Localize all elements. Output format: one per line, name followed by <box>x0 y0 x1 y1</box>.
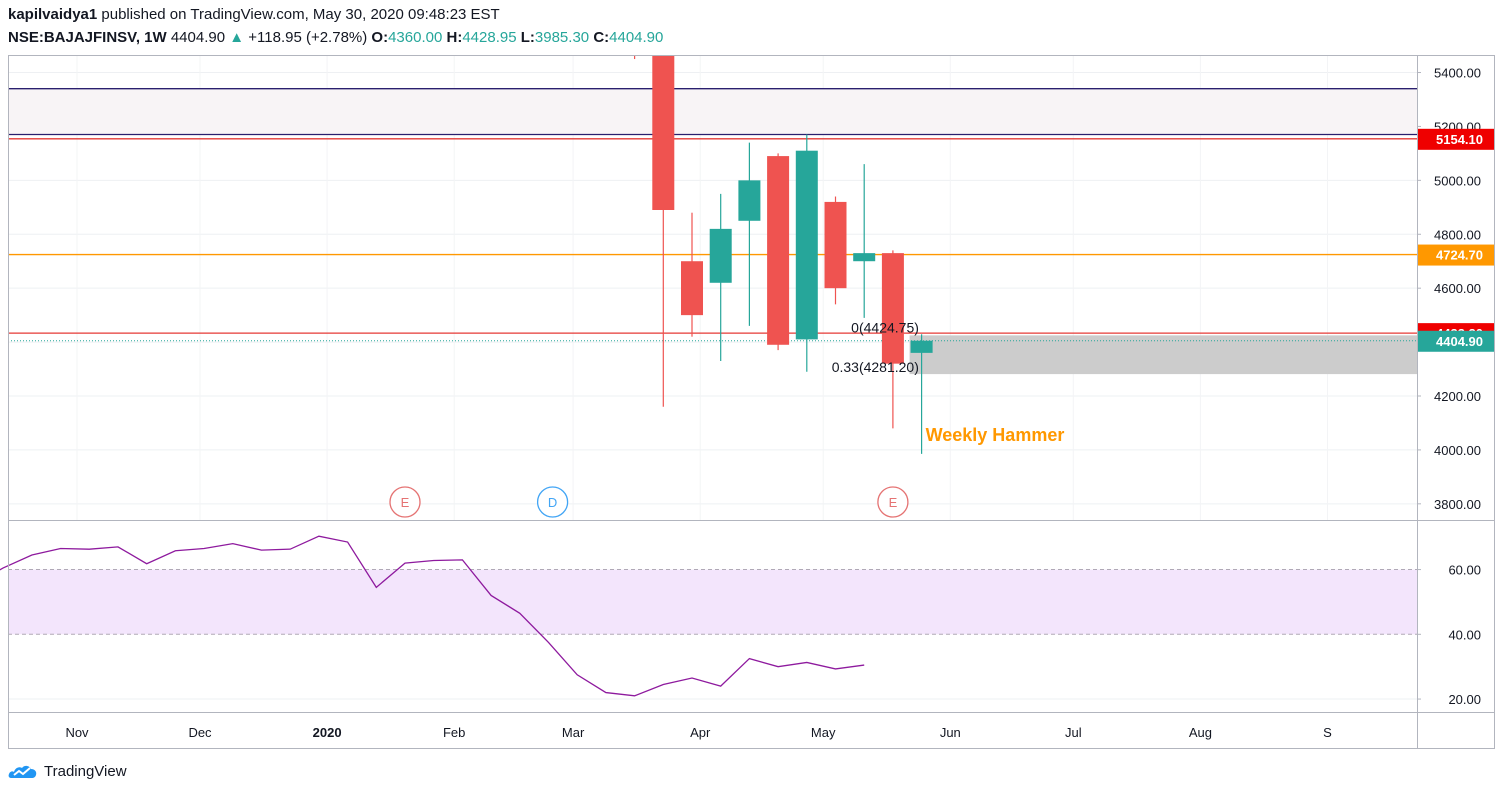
time-tick-label: Mar <box>562 725 585 740</box>
rsi-tick-label: 20.00 <box>1448 692 1481 707</box>
candle-body <box>795 150 818 340</box>
low-label: L: <box>520 29 535 46</box>
fib-label-0: 0(4424.75) <box>851 319 919 335</box>
candle-body <box>824 201 847 289</box>
close-value: 4404.90 <box>609 29 664 46</box>
rsi-pane <box>0 535 1417 700</box>
rsi-band <box>8 569 1417 635</box>
rsi-tick-label: 40.00 <box>1448 627 1481 642</box>
fib-label-033: 0.33(4281.20) <box>832 359 919 375</box>
price-tick-label: 4200.00 <box>1434 389 1481 404</box>
candle-body <box>738 180 761 221</box>
time-tick-label: Nov <box>65 725 89 740</box>
time-tick-label: Apr <box>690 725 711 740</box>
price-tag <box>1418 330 1494 352</box>
event-marker-letter: E <box>401 495 410 510</box>
candle-body <box>910 340 933 353</box>
price-tag-label: 4404.90 <box>1436 334 1483 349</box>
price-tick-label: 5400.00 <box>1434 66 1481 81</box>
candle-body <box>767 156 790 345</box>
candle-body <box>624 46 646 54</box>
price-change: +118.95 (+2.78%) <box>248 29 368 46</box>
weekly-hammer-annotation: Weekly Hammer <box>926 425 1065 445</box>
time-tick-label: Dec <box>188 725 212 740</box>
time-tick-label: Jul <box>1065 725 1082 740</box>
price-tag <box>1418 128 1494 150</box>
footer-brand: TradingView <box>44 762 127 780</box>
price-tick-label: 4600.00 <box>1434 281 1481 296</box>
price-tick-label: 3800.00 <box>1434 497 1481 512</box>
high-label: H: <box>446 29 463 46</box>
symbol-name[interactable]: NSE:BAJAJFINSV, 1W <box>8 29 167 46</box>
open-label: O: <box>371 29 389 46</box>
event-marker-icon <box>877 486 909 518</box>
footer-branding: TradingView <box>8 761 127 781</box>
published-text: published on TradingView.com, May 30, 20… <box>101 6 500 23</box>
price-tick-label: 5000.00 <box>1434 173 1481 188</box>
price-tag <box>1418 244 1494 266</box>
price-tick-label: 4000.00 <box>1434 443 1481 458</box>
candle-body <box>652 55 675 210</box>
high-value: 4428.95 <box>462 29 517 46</box>
price-tag-label: 5154.10 <box>1436 132 1483 147</box>
time-tick-label: May <box>811 725 836 740</box>
symbol-legend: NSE:BAJAJFINSV, 1W 4404.90 ▲ +118.95 (+2… <box>8 29 663 46</box>
rsi-line <box>0 535 865 697</box>
publish-info: kapilvaidya1 published on TradingView.co… <box>8 6 500 23</box>
candle-body <box>709 228 732 283</box>
time-tick-label: Aug <box>1189 725 1212 740</box>
candle-body <box>853 253 876 262</box>
time-tick-label: 2020 <box>313 725 342 740</box>
event-marker-icon <box>389 486 421 518</box>
price-tick-label: 4800.00 <box>1434 227 1481 242</box>
chart-frame <box>8 55 1495 749</box>
triangle-up-icon: ▲ <box>229 29 245 46</box>
price-tag-label: 4724.70 <box>1436 248 1483 263</box>
rsi-tick-label: 60.00 <box>1448 563 1481 578</box>
event-marker-letter: D <box>548 495 557 510</box>
resistance-zone <box>8 88 1417 135</box>
candle-body <box>881 253 904 364</box>
price-pane: 0(4424.75) 0.33(4281.20) Weekly Hammer <box>8 46 1417 520</box>
tradingview-logo-icon <box>8 765 37 778</box>
fib-zone <box>909 335 1417 375</box>
time-tick-label: Jun <box>940 725 961 740</box>
low-value: 3985.30 <box>534 29 590 46</box>
time-tick-label: Feb <box>443 725 465 740</box>
open-value: 4360.00 <box>388 29 443 46</box>
candle-body <box>681 261 703 316</box>
last-price: 4404.90 <box>170 29 226 46</box>
time-tick-label: S <box>1323 725 1332 740</box>
event-marker-letter: E <box>889 495 898 510</box>
event-marker-icon <box>536 486 569 518</box>
author-name[interactable]: kapilvaidya1 <box>8 6 98 23</box>
close-label: C: <box>593 29 610 46</box>
